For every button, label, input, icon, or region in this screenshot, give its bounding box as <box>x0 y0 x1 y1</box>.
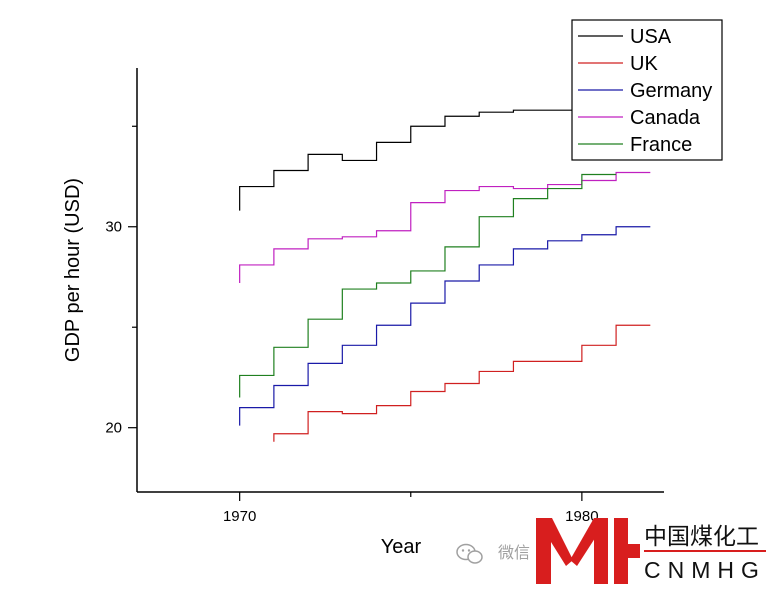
legend-label-france: France <box>630 134 692 156</box>
x-tick-label: 1970 <box>223 508 256 525</box>
y-axis-label: GDP per hour (USD) <box>62 178 84 362</box>
logo-text-cn: 中国煤化工 <box>644 524 759 550</box>
series-line-france <box>239 173 617 398</box>
wechat-icon <box>456 543 483 564</box>
legend-label-germany: Germany <box>630 80 712 102</box>
y-tick-label: 30 <box>105 219 122 236</box>
series-line-usa <box>239 109 582 211</box>
logo-mark <box>536 518 640 584</box>
x-axis-label: Year <box>381 536 422 558</box>
logo-text-en: CNMHG <box>644 557 766 583</box>
legend: USA UK Germany Canada France <box>571 19 723 161</box>
watermark: 微信 <box>456 543 530 564</box>
series-line-uk <box>273 324 651 442</box>
y-tick-label: 20 <box>105 420 122 437</box>
series-layer <box>239 109 651 442</box>
x-tick-label: 1980 <box>565 508 598 525</box>
legend-label-uk: UK <box>630 53 658 75</box>
logo: 中国煤化工 CNMHG <box>536 518 766 584</box>
watermark-text: 微信 <box>498 544 530 562</box>
series-line-germany <box>239 226 651 426</box>
legend-label-canada: Canada <box>630 107 701 129</box>
legend-label-usa: USA <box>630 26 672 48</box>
axis-ticks: 1970 1980 20 30 <box>105 125 599 525</box>
